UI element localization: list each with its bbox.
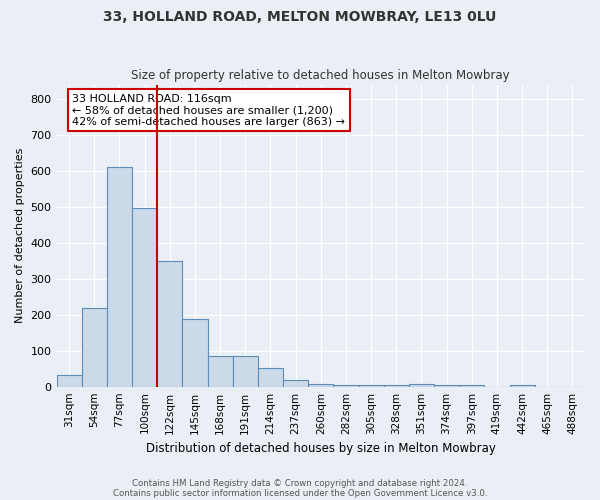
Bar (182, 319, 208, 386)
Bar (434, 385, 459, 386)
Bar (409, 384, 434, 386)
Bar (283, 380, 308, 386)
X-axis label: Distribution of detached houses by size in Melton Mowbray: Distribution of detached houses by size … (146, 442, 496, 455)
Text: Contains public sector information licensed under the Open Government Licence v3: Contains public sector information licen… (113, 488, 487, 498)
Bar (334, 385, 359, 386)
Bar (308, 384, 334, 386)
Bar (208, 356, 233, 386)
Bar (107, 168, 132, 386)
Bar (258, 368, 283, 386)
Bar (157, 261, 182, 386)
Bar (82, 308, 107, 386)
Bar (383, 385, 409, 386)
Bar (359, 385, 383, 386)
Text: 33 HOLLAND ROAD: 116sqm
← 58% of detached houses are smaller (1,200)
42% of semi: 33 HOLLAND ROAD: 116sqm ← 58% of detache… (73, 94, 346, 127)
Bar (509, 385, 535, 386)
Text: 33, HOLLAND ROAD, MELTON MOWBRAY, LE13 0LU: 33, HOLLAND ROAD, MELTON MOWBRAY, LE13 0… (103, 10, 497, 24)
Bar (132, 208, 157, 386)
Text: Contains HM Land Registry data © Crown copyright and database right 2024.: Contains HM Land Registry data © Crown c… (132, 478, 468, 488)
Bar (56, 375, 82, 386)
Bar (233, 356, 258, 386)
Title: Size of property relative to detached houses in Melton Mowbray: Size of property relative to detached ho… (131, 69, 510, 82)
Bar (459, 385, 484, 386)
Y-axis label: Number of detached properties: Number of detached properties (15, 148, 25, 324)
